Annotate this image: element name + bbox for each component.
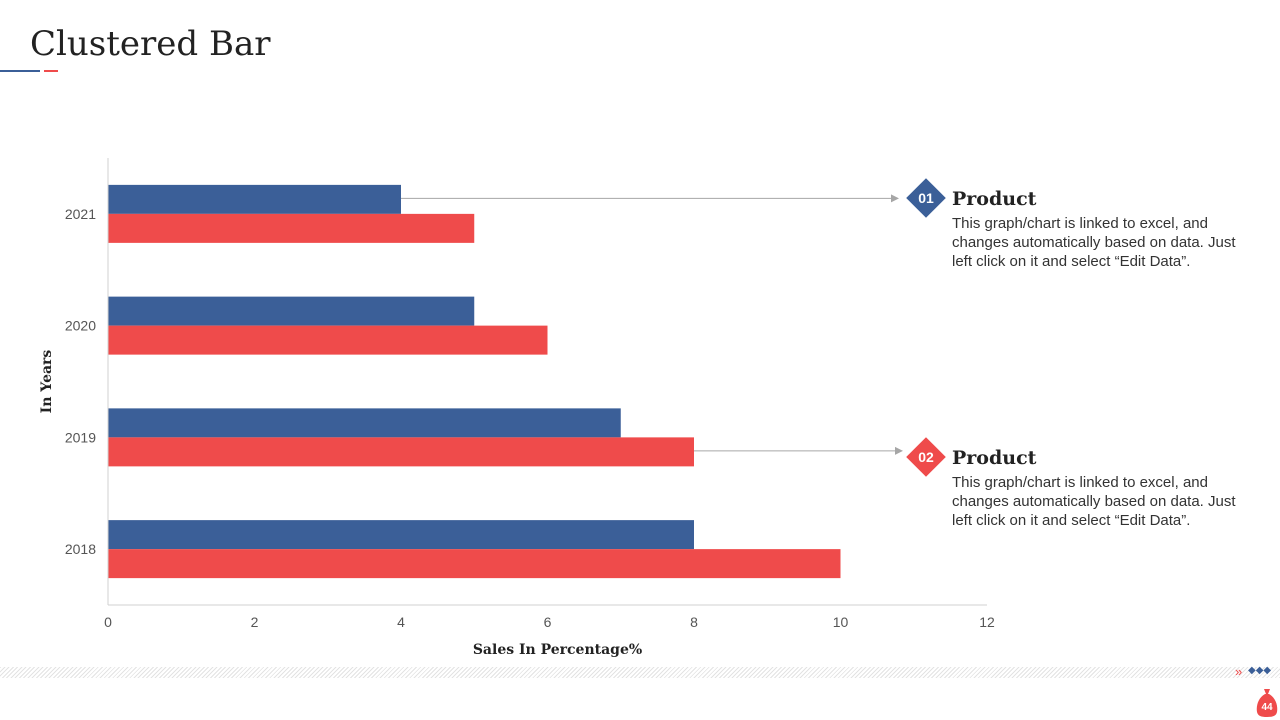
footer-diamonds-icon: ◆◆◆	[1248, 665, 1272, 676]
page-number: 44	[1261, 702, 1273, 713]
x-tick-label: 6	[544, 614, 552, 630]
title-accent-red	[44, 70, 58, 72]
x-tick-label: 0	[104, 614, 112, 630]
money-bag-icon	[1256, 689, 1278, 717]
bar-2019-series-2	[108, 437, 694, 467]
chart-bars	[108, 184, 841, 579]
x-tick-label: 10	[833, 614, 849, 630]
chart-axes	[107, 158, 987, 606]
slide-title: Clustered Bar	[30, 24, 271, 64]
x-tick-label: 8	[690, 614, 698, 630]
bar-2021-series-1	[108, 184, 401, 214]
x-tick-label: 12	[979, 614, 995, 630]
callout-02-number: 02	[918, 449, 934, 465]
y-axis-label: In Years	[39, 350, 55, 414]
y-tick-label: 2019	[65, 429, 96, 445]
y-tick-label: 2021	[65, 206, 96, 222]
callout-01-number: 01	[918, 190, 934, 206]
x-axis-label: Sales In Percentage%	[473, 642, 642, 658]
y-tick-label: 2020	[65, 318, 96, 334]
footer-pattern-band	[0, 667, 1280, 678]
callout-02-text: This graph/chart is linked to excel, and…	[952, 474, 1236, 529]
x-tick-label: 2	[251, 614, 259, 630]
callout-01-title: Product	[952, 188, 1037, 210]
bar-2019-series-1	[108, 408, 621, 438]
y-tick-label: 2018	[65, 541, 96, 557]
bar-2018-series-1	[108, 520, 694, 550]
callout-01-arrow-icon	[891, 194, 899, 203]
bar-2020-series-1	[108, 296, 475, 326]
callout-01-text: This graph/chart is linked to excel, and…	[952, 215, 1236, 270]
bar-2021-series-2	[108, 213, 475, 243]
callout-02-title: Product	[952, 447, 1037, 469]
bar-2020-series-2	[108, 325, 548, 355]
bar-2018-series-2	[108, 549, 841, 579]
footer-chevrons-icon: »	[1235, 664, 1242, 679]
callout-connectors	[401, 194, 903, 455]
x-tick-label: 4	[397, 614, 405, 630]
title-accent-blue	[0, 70, 40, 72]
callout-02-arrow-icon	[895, 446, 903, 455]
